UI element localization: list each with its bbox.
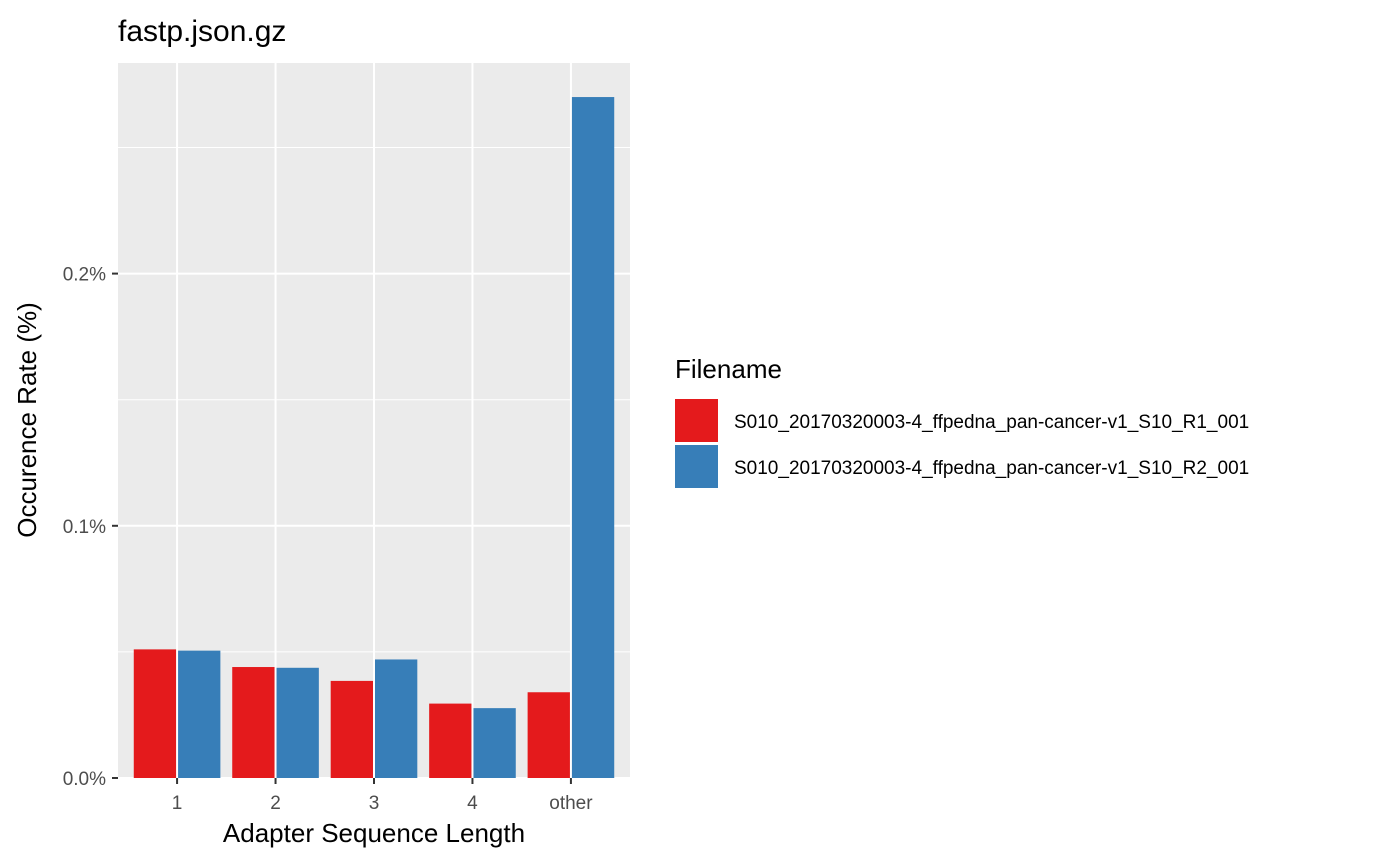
bar-1-1 [133,649,177,778]
y-tick-label: 0.0% [63,769,106,790]
y-axis-title: Occurence Rate (%) [12,302,42,538]
bars [133,97,615,779]
x-tick-label: 4 [467,793,478,814]
bar-1-4 [429,703,472,778]
x-axis-title: Adapter Sequence Length [223,818,525,848]
y-tick-label: 0.2% [63,265,106,286]
bar-2-other [571,97,615,779]
bar-2-3 [375,659,418,778]
x-axis: 1 2 3 4 other [172,778,593,814]
bar-1-other [527,692,570,778]
y-tick-label: 0.1% [63,517,106,538]
x-tick-label: 1 [172,793,183,814]
x-tick-label: 2 [270,793,281,814]
legend-key [675,399,718,442]
bar-2-4 [473,708,516,778]
bar-2-2 [276,667,319,778]
bar-1-3 [330,680,373,778]
legend-label: S010_20170320003-4_ffpedna_pan-cancer-v1… [734,458,1249,479]
legend-label: S010_20170320003-4_ffpedna_pan-cancer-v1… [734,412,1249,433]
chart-title: fastp.json.gz [118,15,286,48]
bar-1-2 [232,667,275,778]
y-axis: 0.0% 0.1% 0.2% [63,265,118,790]
major-gridlines [118,63,630,779]
legend-title: Filename [675,354,782,384]
x-tick-label: other [549,793,593,814]
legend: Filename S010_20170320003-4_ffpedna_pan-… [675,354,1249,488]
x-tick-label: 3 [369,793,380,814]
legend-key [675,445,718,488]
bar-2-1 [178,650,221,778]
